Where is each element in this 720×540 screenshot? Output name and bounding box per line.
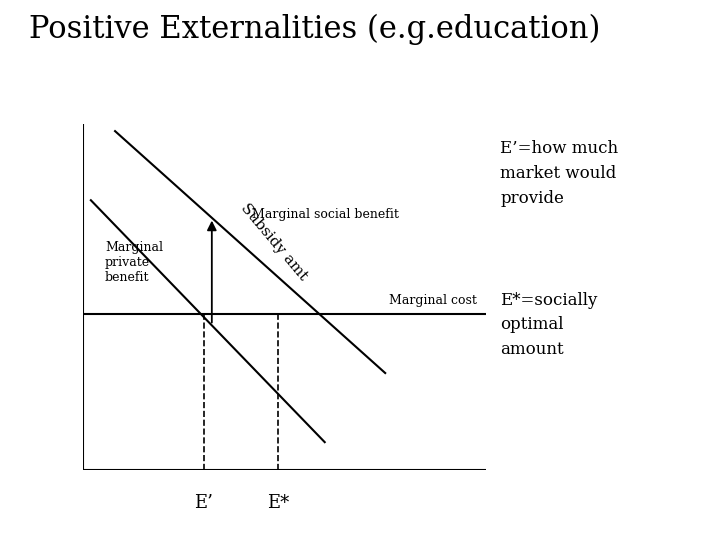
- Text: E’: E’: [194, 494, 213, 512]
- Text: Positive Externalities (e.g.education): Positive Externalities (e.g.education): [29, 14, 600, 45]
- Text: Marginal social benefit: Marginal social benefit: [252, 208, 399, 221]
- Text: E*: E*: [267, 494, 289, 512]
- Text: E’=how much
market would
provide: E’=how much market would provide: [500, 140, 618, 207]
- Text: Marginal
private
benefit: Marginal private benefit: [105, 241, 163, 284]
- Text: E*=socially
optimal
amount: E*=socially optimal amount: [500, 292, 598, 358]
- Text: Subsidy amt: Subsidy amt: [238, 201, 310, 283]
- Text: Marginal cost: Marginal cost: [390, 294, 477, 307]
